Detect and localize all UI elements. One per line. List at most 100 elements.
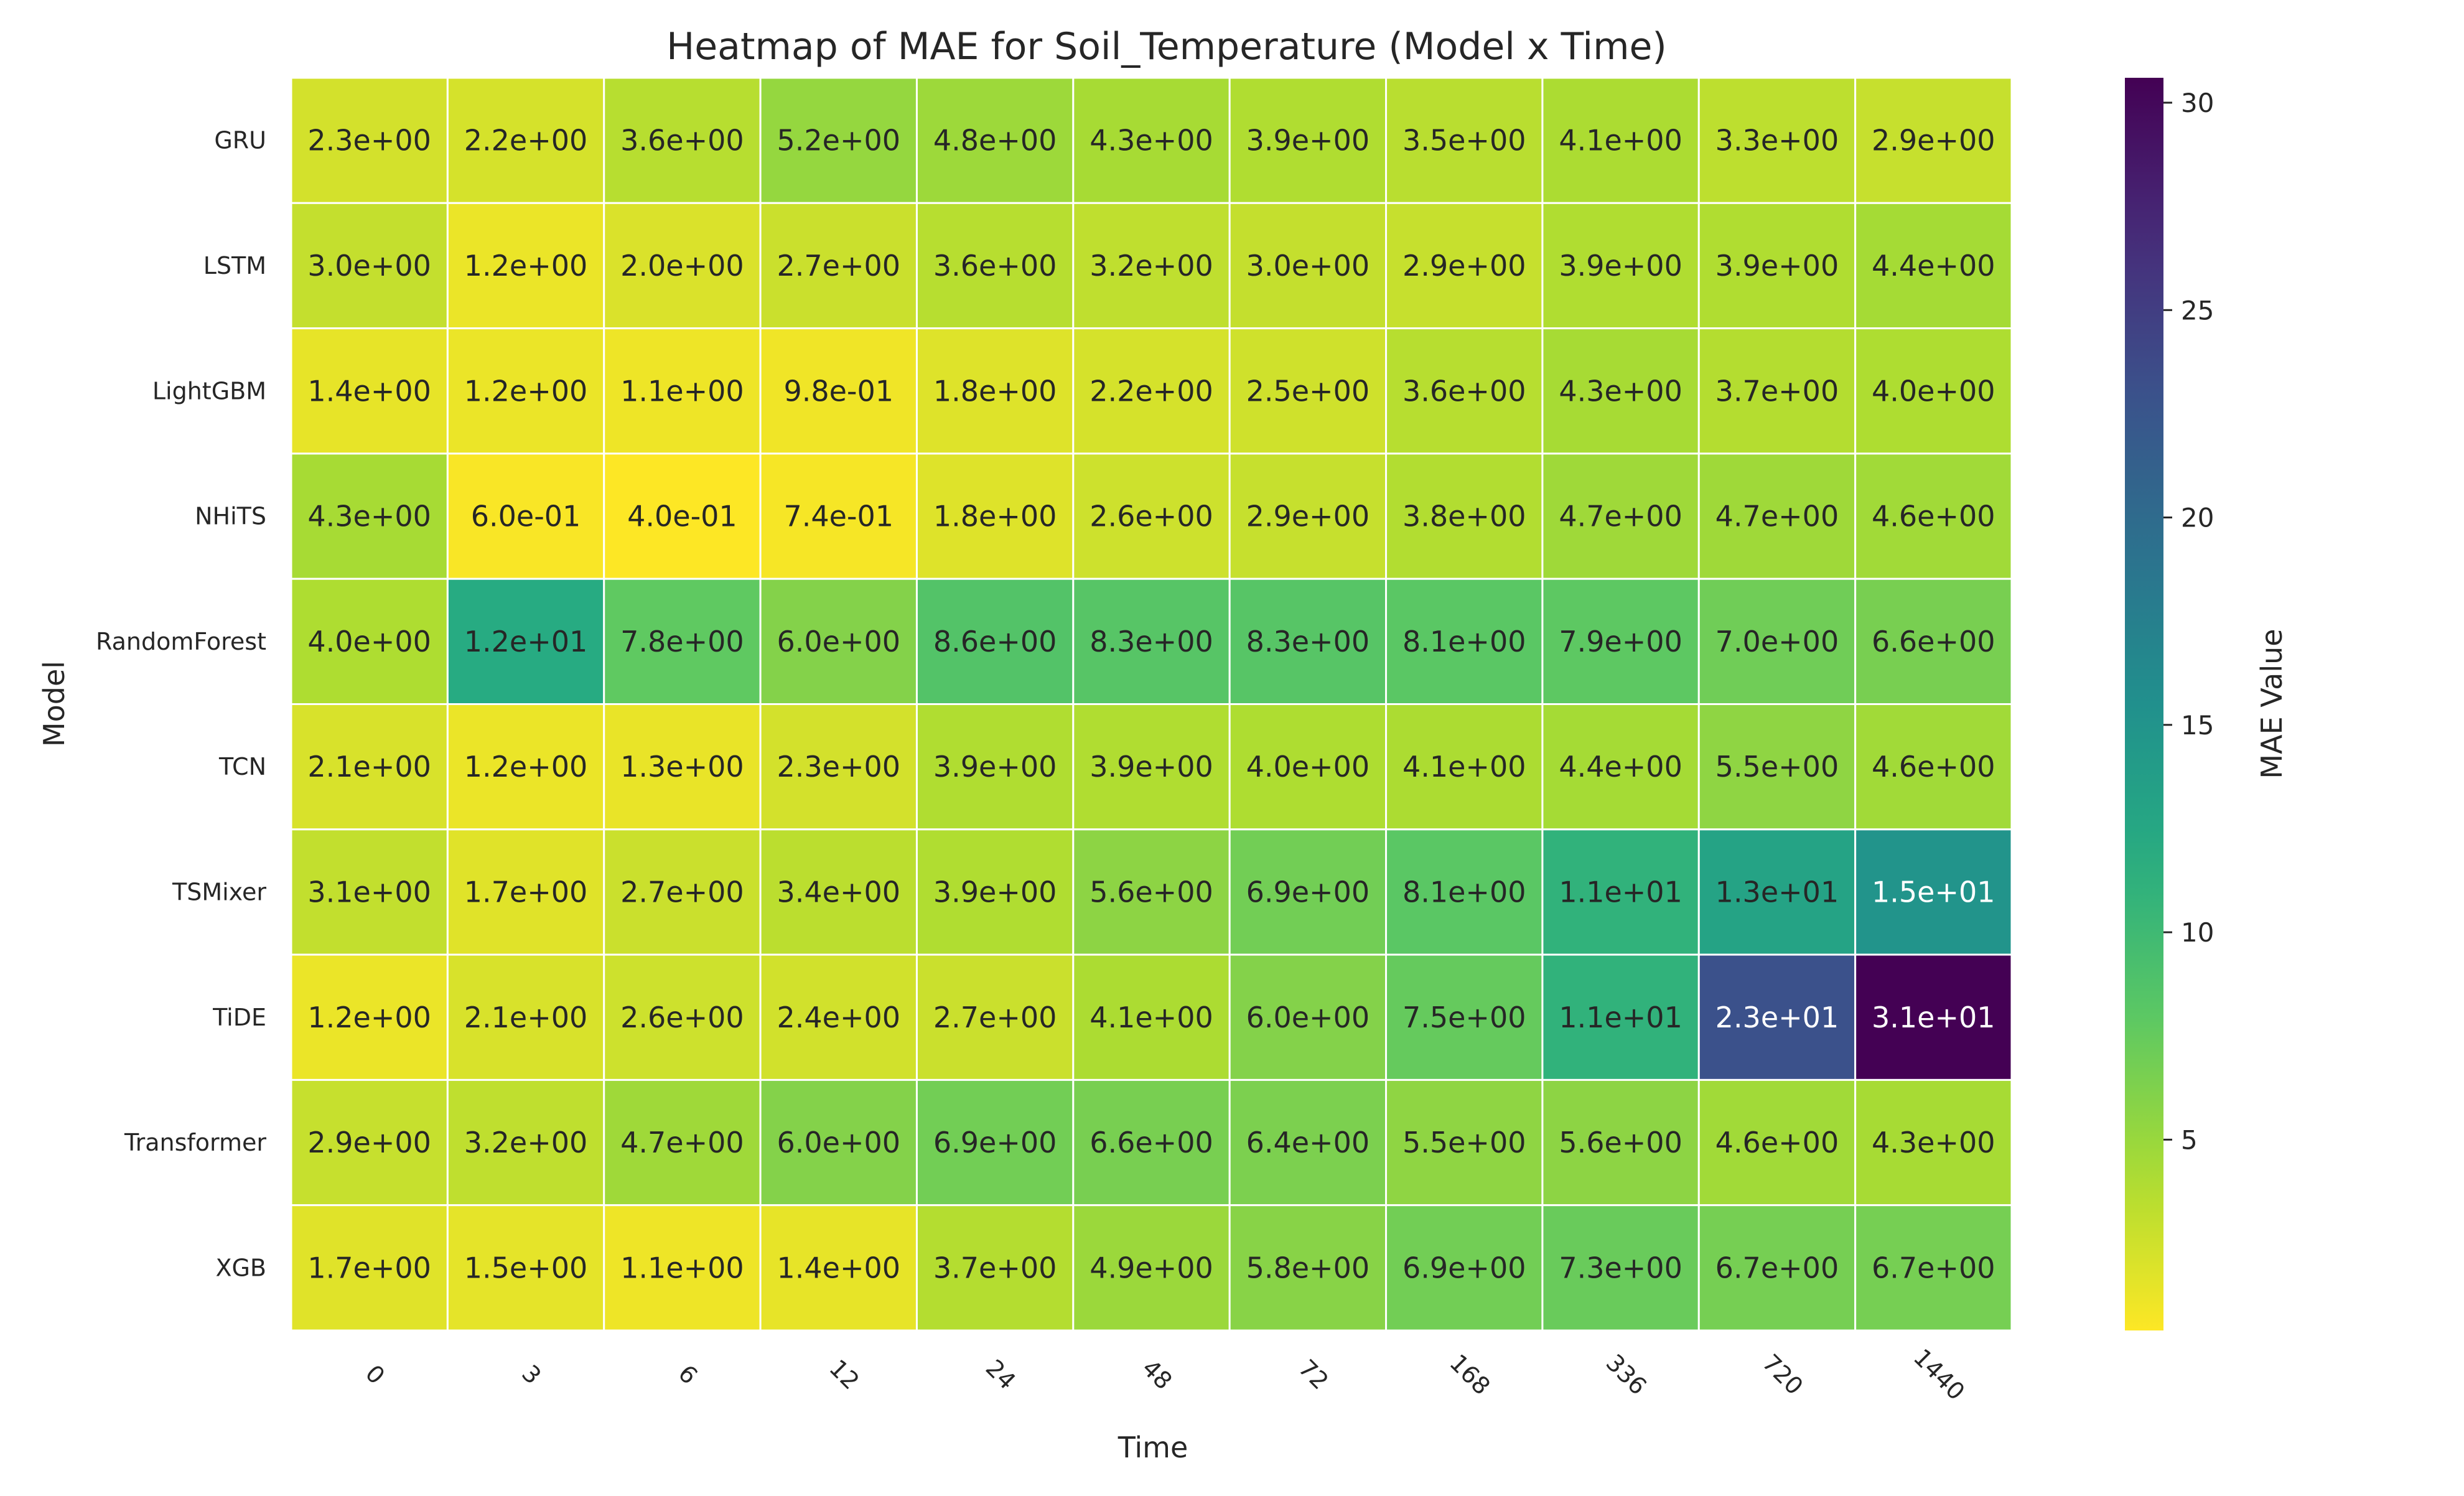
y-tick-label: TSMixer bbox=[172, 878, 266, 905]
heatmap-cell bbox=[1854, 1078, 2013, 1207]
heatmap-cell bbox=[759, 828, 918, 956]
cell-value-label: 6.9e+00 bbox=[1402, 1251, 1526, 1284]
heatmap-cell bbox=[446, 828, 605, 956]
cell-value-label: 7.3e+00 bbox=[1559, 1251, 1682, 1284]
cell-value-label: 4.3e+00 bbox=[307, 500, 431, 533]
heatmap-cell bbox=[1854, 77, 2013, 204]
heatmap-cell bbox=[1854, 828, 2013, 956]
cell-value-label: 4.6e+00 bbox=[1872, 500, 1995, 533]
cell-value-label: 4.1e+00 bbox=[1090, 1001, 1213, 1034]
cell-value-label: 4.6e+00 bbox=[1872, 750, 1995, 783]
cell-value-label: 1.1e+00 bbox=[620, 374, 744, 408]
heatmap-cell bbox=[915, 202, 1075, 330]
x-tick-label: 3 bbox=[516, 1360, 546, 1390]
cell-value-label: 1.2e+01 bbox=[464, 625, 588, 658]
heatmap-cell bbox=[1697, 1078, 1857, 1207]
cell-value-label: 4.7e+00 bbox=[620, 1126, 744, 1159]
cell-value-label: 6.7e+00 bbox=[1715, 1251, 1839, 1284]
x-tick-label: 720 bbox=[1757, 1349, 1808, 1400]
cell-value-label: 1.3e+01 bbox=[1715, 875, 1839, 909]
cell-value-label: 1.2e+00 bbox=[464, 750, 588, 783]
colorbar-tick-label: 15 bbox=[2181, 710, 2214, 741]
heatmap-cell bbox=[1541, 577, 1700, 706]
heatmap-cell bbox=[603, 577, 762, 706]
heatmap-cell bbox=[1697, 953, 1857, 1081]
heatmap-cell bbox=[759, 703, 918, 831]
heatmap-cell bbox=[1385, 828, 1544, 956]
cell-value-label: 4.4e+00 bbox=[1872, 249, 1995, 283]
heatmap-cells bbox=[290, 77, 2013, 1332]
heatmap-cell bbox=[1228, 202, 1388, 330]
cell-value-label: 3.7e+00 bbox=[933, 1251, 1057, 1284]
cell-value-label: 2.1e+00 bbox=[307, 750, 431, 783]
y-tick-label: TiDE bbox=[212, 1004, 266, 1031]
cell-value-label: 2.1e+00 bbox=[464, 1001, 588, 1034]
cell-value-label: 1.2e+00 bbox=[464, 374, 588, 408]
heatmap-cell bbox=[1541, 1204, 1700, 1332]
cell-value-label: 2.9e+00 bbox=[1246, 500, 1370, 533]
colorbar-tick-label: 5 bbox=[2181, 1124, 2198, 1155]
cell-value-label: 5.6e+00 bbox=[1559, 1126, 1682, 1159]
heatmap-cell bbox=[1541, 703, 1700, 831]
cell-value-label: 2.9e+00 bbox=[1402, 249, 1526, 283]
colorbar-tick-label: 30 bbox=[2181, 88, 2214, 118]
cell-value-label: 2.0e+00 bbox=[620, 249, 744, 283]
x-tick-label: 1440 bbox=[1908, 1344, 1971, 1406]
heatmap-cell bbox=[1072, 828, 1231, 956]
heatmap-cell bbox=[1072, 202, 1231, 330]
cell-value-label: 3.4e+00 bbox=[777, 875, 900, 909]
cell-value-label: 1.1e+01 bbox=[1559, 1001, 1682, 1034]
cell-value-label: 2.3e+01 bbox=[1715, 1001, 1839, 1034]
cell-value-label: 4.3e+00 bbox=[1090, 124, 1213, 157]
cell-value-label: 2.4e+00 bbox=[777, 1001, 900, 1034]
cell-value-label: 3.9e+00 bbox=[933, 750, 1057, 783]
heatmap-cell bbox=[290, 953, 449, 1081]
heatmap-cell bbox=[1228, 452, 1388, 580]
cell-value-label: 2.7e+00 bbox=[620, 875, 744, 909]
heatmap-cell bbox=[1072, 327, 1231, 455]
x-tick-label: 72 bbox=[1293, 1354, 1333, 1395]
heatmap-cell bbox=[759, 452, 918, 580]
heatmap-cell bbox=[1541, 202, 1700, 330]
heatmap-cell bbox=[759, 77, 918, 204]
cell-value-label: 3.6e+00 bbox=[620, 124, 744, 157]
cell-value-label: 4.1e+00 bbox=[1402, 750, 1526, 783]
heatmap-cell bbox=[446, 452, 605, 580]
heatmap-cell bbox=[290, 828, 449, 956]
heatmap-cell bbox=[1697, 577, 1857, 706]
cell-value-label: 8.1e+00 bbox=[1402, 875, 1526, 909]
heatmap-cell bbox=[915, 1204, 1075, 1332]
heatmap-cell bbox=[1541, 828, 1700, 956]
cell-value-label: 4.3e+00 bbox=[1872, 1126, 1995, 1159]
cell-value-label: 1.1e+01 bbox=[1559, 875, 1682, 909]
cell-value-label: 5.5e+00 bbox=[1715, 750, 1839, 783]
heatmap-cell bbox=[759, 953, 918, 1081]
heatmap-cell bbox=[1854, 703, 2013, 831]
cell-value-label: 6.4e+00 bbox=[1246, 1126, 1370, 1159]
cell-value-label: 7.4e-01 bbox=[783, 500, 894, 533]
heatmap-cell bbox=[1854, 1204, 2013, 1332]
x-axis-label: Time bbox=[1118, 1431, 1188, 1464]
cell-value-label: 5.5e+00 bbox=[1402, 1126, 1526, 1159]
cell-value-label: 3.1e+00 bbox=[307, 875, 431, 909]
cell-value-label: 1.4e+00 bbox=[777, 1251, 900, 1284]
heatmap-cell bbox=[1541, 327, 1700, 455]
cell-value-label: 6.9e+00 bbox=[933, 1126, 1057, 1159]
cell-value-label: 3.9e+00 bbox=[1715, 249, 1839, 283]
y-axis-label: Model bbox=[37, 661, 71, 747]
cell-value-label: 6.0e+00 bbox=[1246, 1001, 1370, 1034]
heatmap-cell bbox=[1072, 703, 1231, 831]
heatmap-cell bbox=[603, 452, 762, 580]
heatmap-cell bbox=[915, 327, 1075, 455]
cell-value-label: 6.0e-01 bbox=[471, 500, 581, 533]
cell-value-label: 3.9e+00 bbox=[933, 875, 1057, 909]
heatmap-cell bbox=[1697, 452, 1857, 580]
x-tick-label: 24 bbox=[981, 1354, 1021, 1395]
cell-value-label: 2.7e+00 bbox=[933, 1001, 1057, 1034]
cell-value-label: 8.3e+00 bbox=[1090, 625, 1213, 658]
heatmap-cell bbox=[1228, 327, 1388, 455]
cell-value-label: 6.9e+00 bbox=[1246, 875, 1370, 909]
heatmap-cell bbox=[759, 1204, 918, 1332]
